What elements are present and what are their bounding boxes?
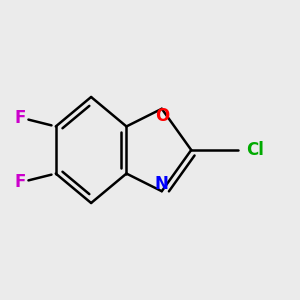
- Text: Cl: Cl: [246, 141, 264, 159]
- Text: F: F: [15, 109, 26, 127]
- Text: F: F: [15, 173, 26, 191]
- Text: O: O: [155, 107, 169, 125]
- Text: N: N: [155, 175, 169, 193]
